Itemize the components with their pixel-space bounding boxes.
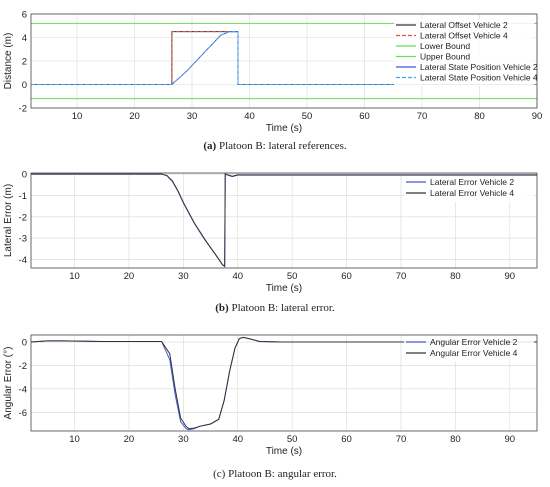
caption-c-tag: (c): [213, 468, 226, 480]
x-tick-label: 80: [450, 434, 461, 445]
series-line: [31, 31, 537, 85]
y-tick-label: 2: [22, 57, 27, 68]
x-tick-label: 50: [287, 434, 298, 445]
x-tick-label: 10: [72, 111, 83, 122]
x-tick-label: 80: [450, 271, 461, 282]
legend-box: [404, 176, 534, 202]
chart-c: 10 20 30 40 50 60 70 80 90 -6 -4 -2 0 Time (s) Angular…: [3, 334, 538, 457]
x-tick-label: 70: [396, 271, 407, 282]
legend-box: [394, 19, 534, 86]
y-tick-label: 0: [22, 170, 27, 181]
caption-b: (b) Platoon B: lateral error.: [0, 302, 550, 314]
caption-b-tag: (b): [215, 302, 229, 314]
y-tick-label: -2: [19, 104, 27, 115]
x-tick-label: 70: [417, 111, 428, 122]
x-tick-label: 70: [396, 434, 407, 445]
x-tick-label: 50: [287, 271, 298, 282]
y-tick-label: -6: [19, 408, 27, 419]
series-group: [31, 336, 537, 431]
y-tick-label: -4: [19, 384, 27, 395]
x-tick-label: 30: [178, 271, 189, 282]
x-axis-label: Time (s): [266, 446, 302, 457]
y-axis-label: Distance (m): [3, 33, 14, 90]
caption-a: (a) Platoon B: lateral references.: [0, 140, 550, 152]
legend-label: Upper Bound: [420, 52, 470, 62]
legend-label: Lateral Offset Vehicle 2: [420, 20, 508, 30]
x-tick-label: 20: [124, 271, 135, 282]
x-tick-label: 40: [232, 271, 243, 282]
caption-c-text: Platoon B: angular error.: [225, 468, 337, 480]
x-tick-label: 40: [244, 111, 255, 122]
x-tick-label: 30: [187, 111, 198, 122]
caption-a-tag: (a): [203, 140, 217, 152]
x-tick-label: 40: [232, 434, 243, 445]
x-tick-label: 90: [505, 271, 516, 282]
x-tick-label: 90: [505, 434, 516, 445]
axes-frame: [30, 334, 538, 432]
x-tick-label: 60: [359, 111, 370, 122]
legend-label: Lateral State Position Vehicle 2: [420, 62, 538, 72]
x-tick-label: 30: [178, 434, 189, 445]
axes-frame: [30, 13, 538, 109]
y-tick-label: -2: [19, 212, 27, 223]
x-tick-label: 90: [532, 111, 543, 122]
series-line: [31, 336, 537, 430]
legend-box: [404, 336, 534, 362]
x-tick-label: 20: [129, 111, 140, 122]
x-tick-label: 60: [341, 271, 352, 282]
y-tick-label: -1: [19, 191, 27, 202]
y-tick-label: -2: [19, 361, 27, 372]
y-axis-label: Lateral Error (m): [3, 184, 14, 257]
legend-label: Lateral Error Vehicle 4: [430, 188, 514, 198]
legend-label: Lower Bound: [420, 41, 470, 51]
x-tick-label: 10: [69, 271, 80, 282]
legend-label: Lateral State Position Vehicle 4: [420, 73, 538, 83]
legend-label: Lateral Offset Vehicle 4: [420, 31, 508, 41]
series-line: [31, 173, 537, 268]
caption-a-text: Platoon B: lateral references.: [216, 140, 347, 152]
y-tick-label: 0: [22, 338, 27, 349]
chart-a: 10 20 30 40 50 60 70 80 90 -2 0 2 4 6 Time (s) Distance…: [3, 10, 542, 135]
legend-label: Lateral Error Vehicle 2: [430, 177, 514, 187]
axes-frame: [30, 172, 538, 269]
y-tick-label: 0: [22, 80, 27, 91]
chart-b: 10 20 30 40 50 60 70 80 90 -4 -3 -2 -1 0 Time (s) Later…: [3, 170, 538, 294]
x-tick-label: 20: [124, 434, 135, 445]
x-tick-label: 50: [302, 111, 313, 122]
series-group: [31, 173, 537, 268]
y-tick-label: 4: [22, 33, 27, 44]
x-tick-label: 10: [69, 434, 80, 445]
x-axis-label: Time (s): [266, 123, 302, 134]
y-tick-label: 6: [22, 10, 27, 21]
y-axis-label: Angular Error (°): [3, 347, 14, 420]
caption-b-text: Platoon B: lateral error.: [228, 302, 335, 314]
legend-label: Angular Error Vehicle 4: [430, 348, 518, 358]
x-tick-label: 80: [474, 111, 485, 122]
x-tick-label: 60: [341, 434, 352, 445]
x-axis-label: Time (s): [266, 283, 302, 294]
y-tick-label: -4: [19, 255, 27, 266]
legend-label: Angular Error Vehicle 2: [430, 337, 518, 347]
caption-c: (c) Platoon B: angular error.: [0, 468, 550, 480]
y-tick-label: -3: [19, 234, 27, 245]
